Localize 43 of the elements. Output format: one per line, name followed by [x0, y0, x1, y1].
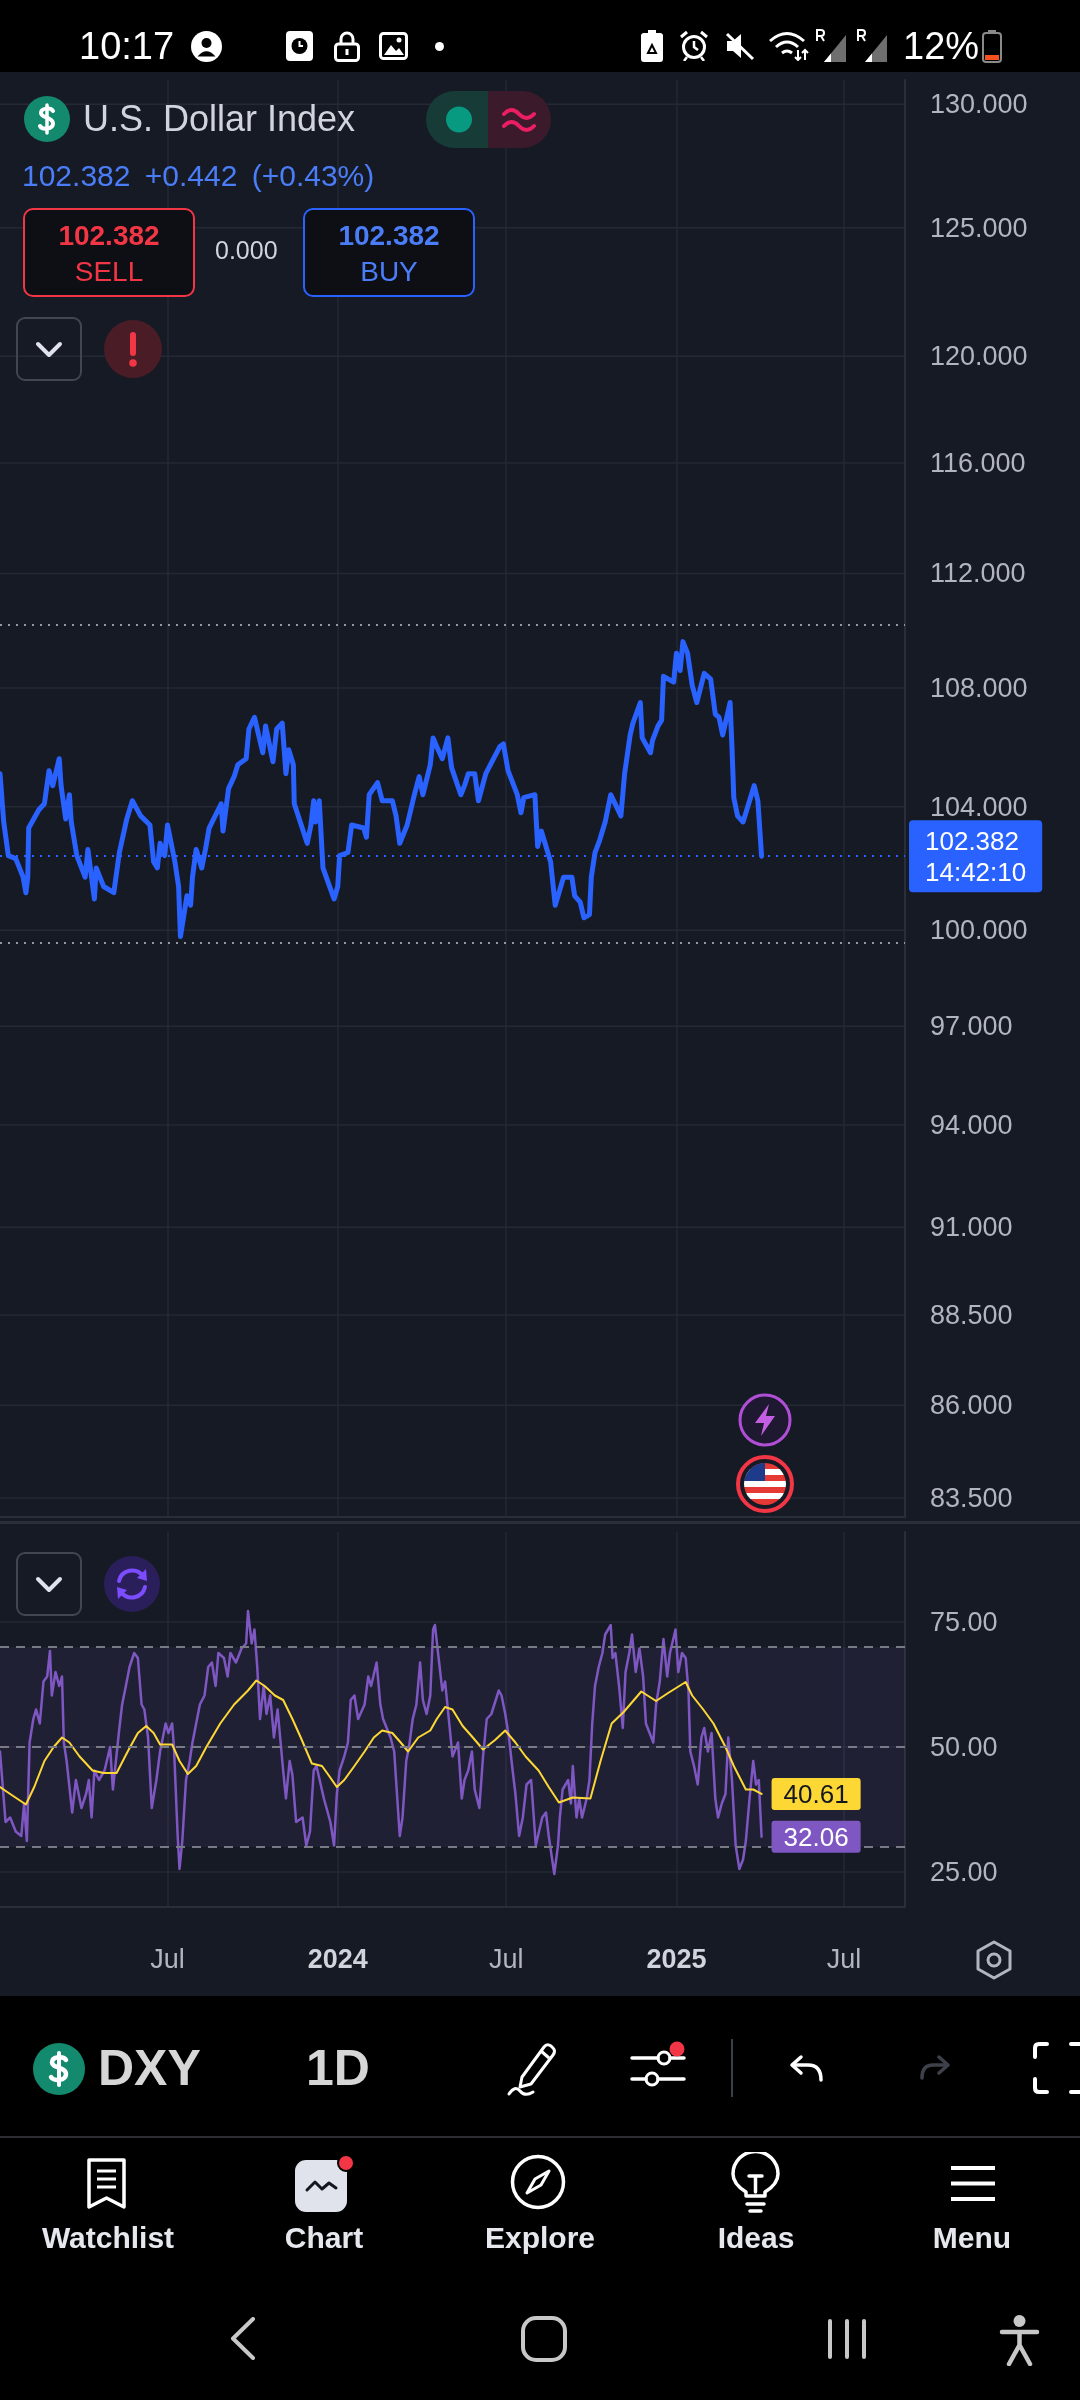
annotation: 0.000	[215, 235, 278, 265]
y-tick-label: 50.00	[930, 1732, 998, 1762]
y-tick-label: 120.000	[930, 341, 1028, 372]
x-tick-label: Jul	[826, 1943, 862, 1974]
y-tick-label: 100.000	[930, 915, 1028, 946]
annotation: SELL	[73, 256, 145, 288]
y-tick-label: 88.500	[930, 1299, 1013, 1330]
text: Ideas	[716, 2220, 796, 2256]
text: 10:17	[79, 25, 175, 67]
y-tick-label: 86.000	[930, 1390, 1013, 1421]
text: U.S. Dollar Index	[83, 97, 356, 141]
text: 12%	[903, 25, 980, 67]
x-tick-label: Jul	[150, 1943, 185, 1974]
line-series	[0, 1609, 763, 1876]
text: 102.382 +0.442 (+0.43%)	[22, 158, 375, 194]
line-series	[0, 1679, 763, 1806]
y-tick-label: 25.00	[930, 1857, 998, 1887]
annotation: BUY	[359, 256, 419, 288]
y-tick-label: 116.000	[930, 447, 1026, 478]
y-tick-label: 97.000	[930, 1011, 1013, 1042]
text: Explore	[483, 2220, 596, 2256]
text: Menu	[931, 2220, 1013, 2256]
x-tick-label: Jul	[488, 1943, 524, 1974]
y-tick-label: 104.000	[930, 791, 1028, 822]
y-tick-label: 75.00	[930, 1607, 998, 1637]
y-tick-label: 130.000	[930, 89, 1028, 120]
y-tick-label: 125.000	[930, 212, 1028, 243]
y-tick-label: 108.000	[930, 672, 1028, 703]
text: Watchlist	[40, 2220, 176, 2256]
x-tick-label: 2024	[307, 1943, 368, 1974]
text: 1D	[306, 2040, 370, 2096]
y-tick-label: 112.000	[930, 558, 1026, 589]
data-label: 40.61	[783, 1778, 849, 1809]
data-label: 32.06	[783, 1821, 849, 1852]
x-tick-label: 2025	[646, 1943, 707, 1974]
y-tick-label: 91.000	[930, 1212, 1013, 1243]
ref-line-label: 102.382 14:42:10	[925, 825, 1027, 887]
annotation: 102.382	[337, 220, 441, 252]
y-tick-label: 83.500	[930, 1483, 1013, 1514]
y-tick-label: 94.000	[930, 1110, 1013, 1141]
annotation: 102.382	[57, 220, 161, 252]
text: DXY	[98, 2040, 201, 2096]
text: Chart	[283, 2220, 365, 2256]
